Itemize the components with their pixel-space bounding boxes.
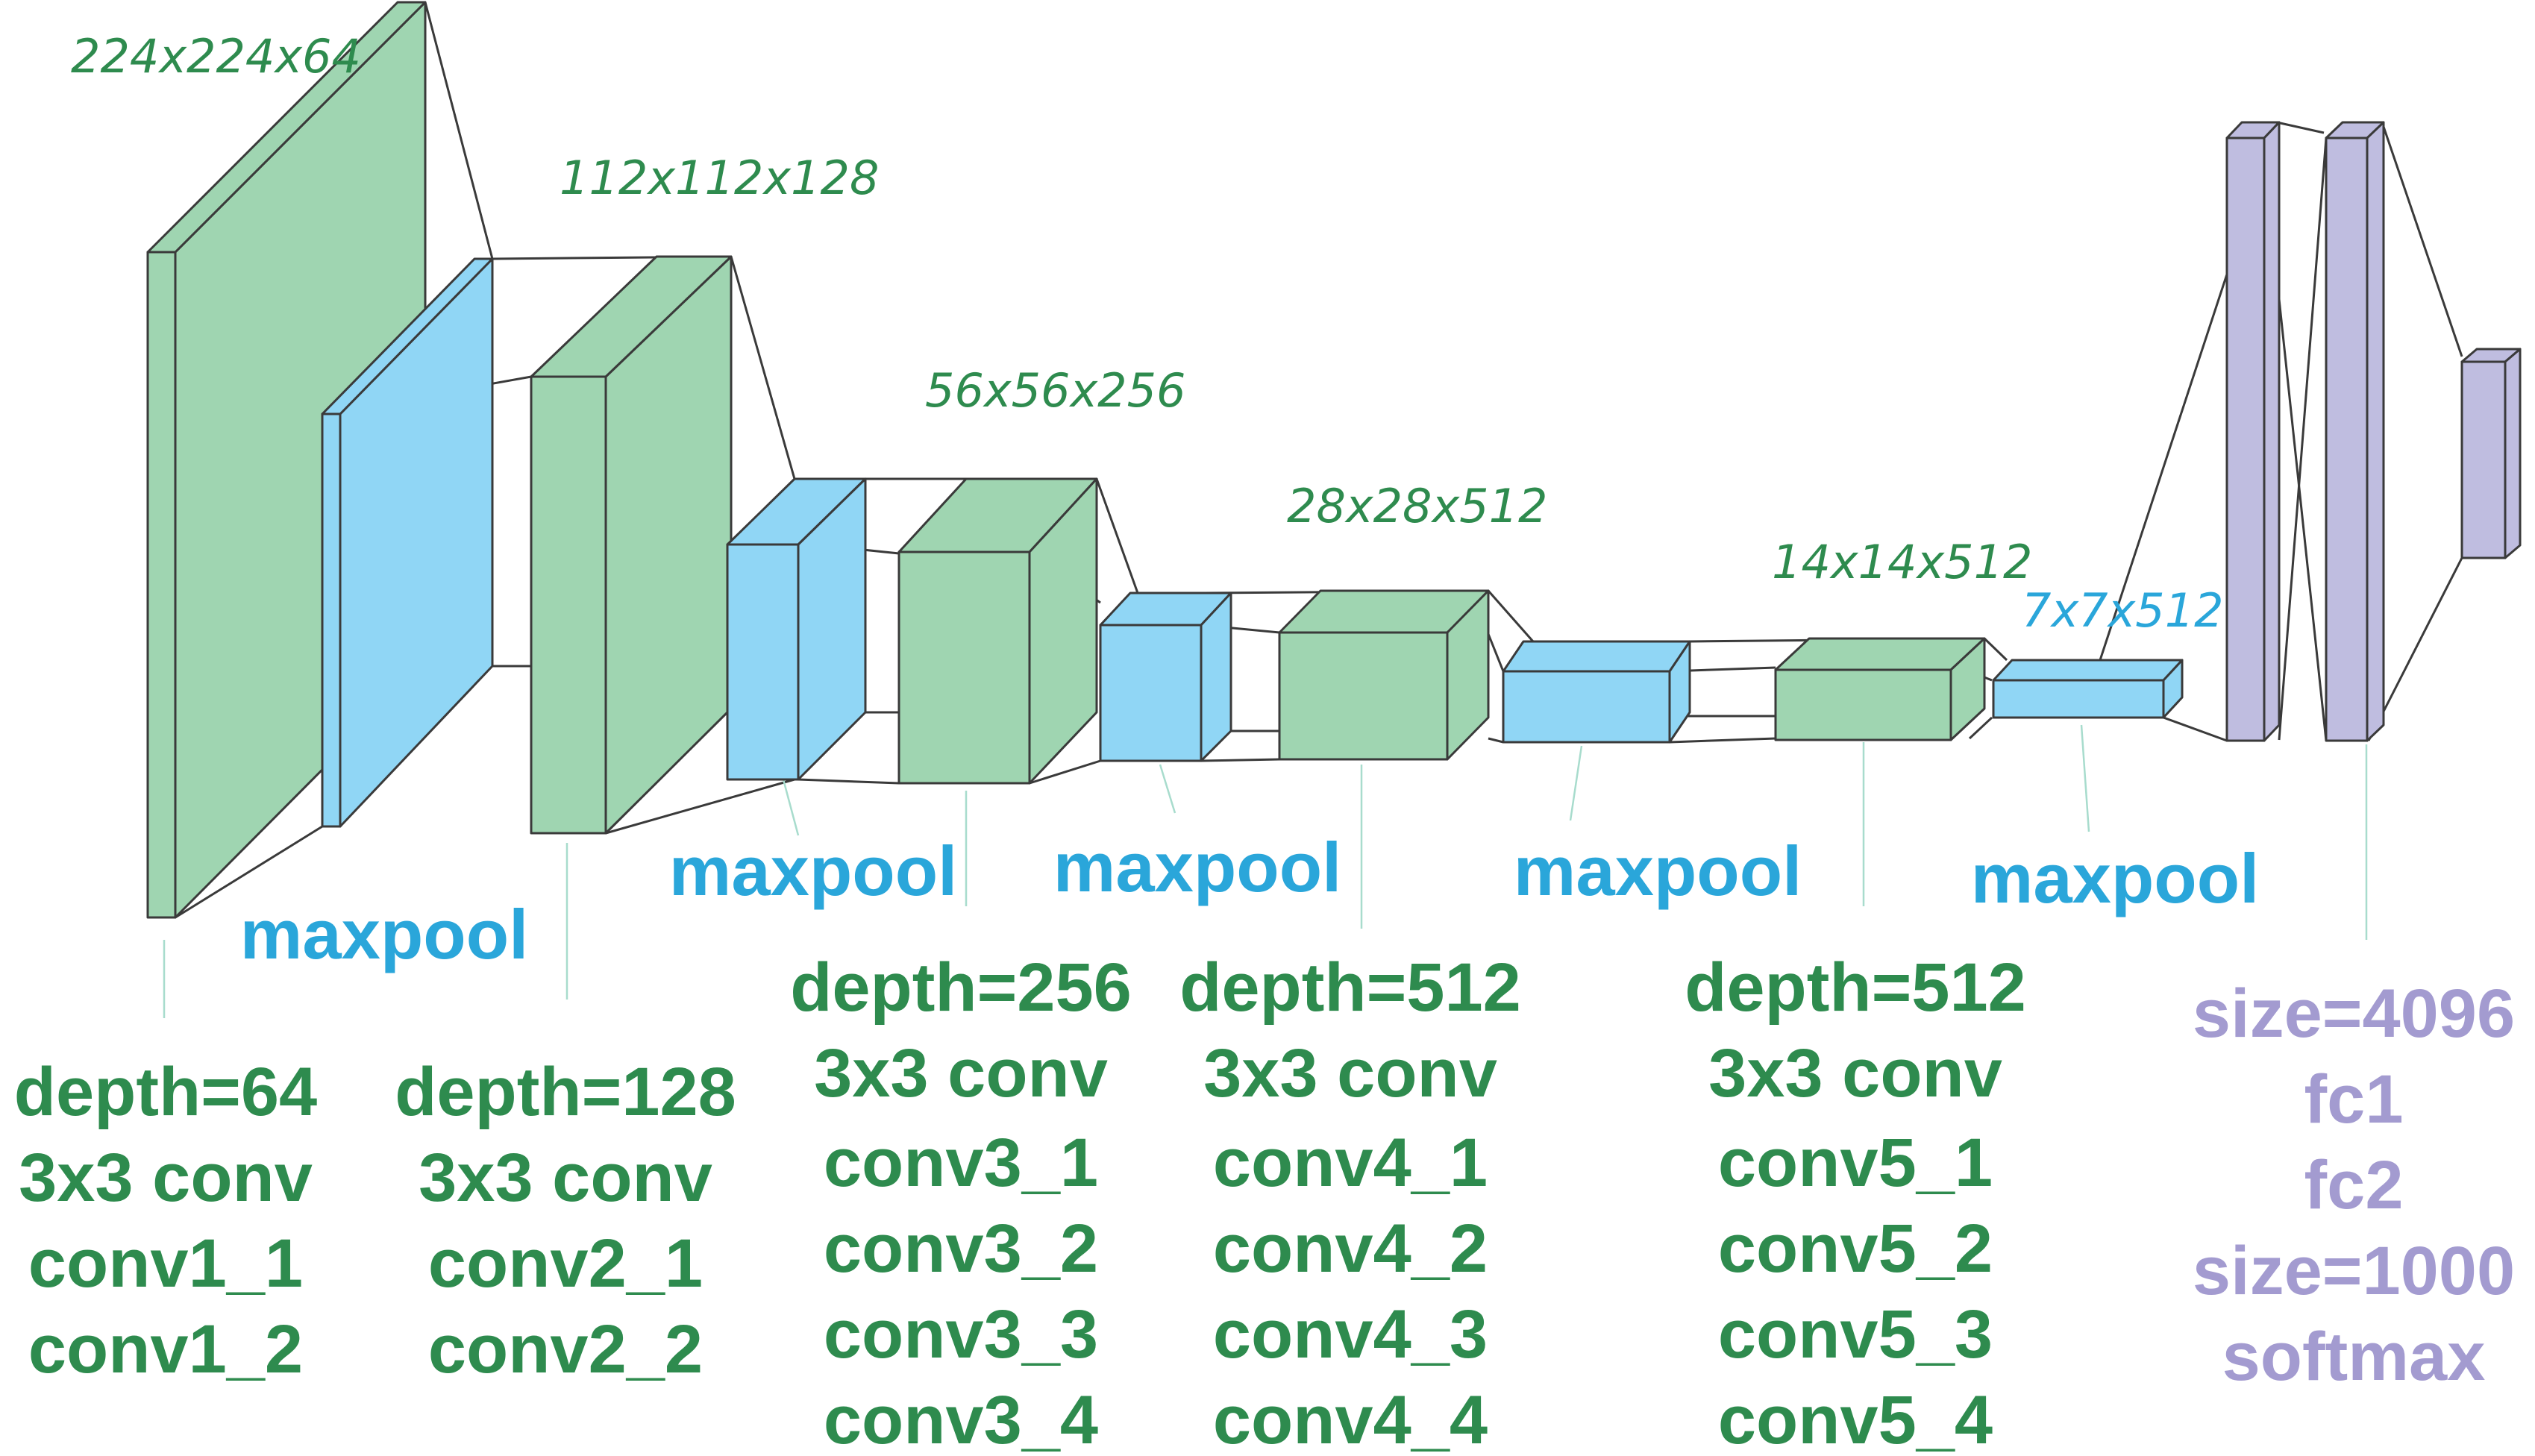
layer-conv5 bbox=[1774, 637, 1986, 741]
fc-line-1: size=4096 bbox=[2193, 976, 2515, 1052]
softmax-front-face bbox=[2460, 360, 2507, 559]
conv5-side-face bbox=[1949, 637, 1986, 741]
maxpool-label-3: maxpool bbox=[1053, 828, 1342, 906]
maxpool-label-4: maxpool bbox=[1514, 832, 1802, 910]
fc-line-2: fc1 bbox=[2304, 1061, 2404, 1138]
layer-pool4 bbox=[1502, 640, 1691, 744]
block4-line-1: depth=512 bbox=[1179, 950, 1521, 1026]
fc1-side-face bbox=[2263, 121, 2281, 742]
dimension-labels: 224x224x64 112x112x128 56x56x256 28x28x5… bbox=[71, 29, 2224, 638]
maxpool-labels: maxpool maxpool maxpool maxpool maxpool bbox=[240, 828, 2260, 973]
pool2-front-face bbox=[726, 543, 800, 781]
layer-conv4 bbox=[1278, 589, 1490, 761]
conv3-side-face bbox=[1028, 477, 1098, 785]
pool1-front-face bbox=[321, 412, 342, 828]
layer-fc2 bbox=[2325, 121, 2385, 742]
block5-line-2: 3x3 conv bbox=[1708, 1035, 2002, 1111]
maxpool-label-1: maxpool bbox=[240, 895, 529, 973]
conv1-front-face bbox=[146, 251, 177, 919]
block4-line-2: 3x3 conv bbox=[1203, 1035, 1497, 1111]
fc2-front-face bbox=[2325, 136, 2369, 742]
fc-description: size=4096 fc1 fc2 size=1000 softmax bbox=[2193, 976, 2515, 1395]
block3-description: depth=256 3x3 conv conv3_1 conv3_2 conv3… bbox=[790, 950, 1132, 1456]
maxpool-label-2: maxpool bbox=[669, 832, 958, 910]
layer-pool3 bbox=[1099, 592, 1232, 762]
conv4-side-face bbox=[1446, 589, 1490, 761]
block5-line-3: conv5_1 bbox=[1718, 1125, 1993, 1201]
conv2-front-face bbox=[530, 375, 607, 835]
block1-line-2: 3x3 conv bbox=[19, 1140, 313, 1216]
dim-label-conv4: 28x28x512 bbox=[1287, 479, 1548, 533]
conv3-front-face bbox=[897, 550, 1031, 785]
block4-line-4: conv4_2 bbox=[1213, 1211, 1488, 1287]
block5-line-6: conv5_4 bbox=[1718, 1382, 1993, 1456]
block1-description: depth=64 3x3 conv conv1_1 conv1_2 bbox=[14, 1054, 317, 1387]
block2-line-1: depth=128 bbox=[395, 1054, 736, 1130]
softmax-side-face bbox=[2504, 348, 2522, 559]
layer-pool5 bbox=[1992, 659, 2184, 719]
block3-line-2: 3x3 conv bbox=[814, 1035, 1108, 1111]
block5-description: depth=512 3x3 conv conv5_1 conv5_2 conv5… bbox=[1685, 950, 2026, 1456]
pool2-side-face bbox=[797, 477, 867, 781]
pool3-side-face bbox=[1200, 592, 1232, 762]
block4-line-3: conv4_1 bbox=[1213, 1125, 1488, 1201]
block4-line-6: conv4_4 bbox=[1213, 1382, 1488, 1456]
pool3-front-face bbox=[1099, 624, 1203, 762]
block2-description: depth=128 3x3 conv conv2_1 conv2_2 bbox=[395, 1054, 736, 1387]
fc2-side-face bbox=[2366, 121, 2385, 742]
block2-line-4: conv2_2 bbox=[428, 1311, 703, 1387]
dim-label-conv5: 14x14x512 bbox=[1772, 535, 2033, 589]
leader-lines bbox=[163, 724, 2368, 1018]
layer-pool1 bbox=[321, 257, 494, 828]
maxpool-label-5: maxpool bbox=[1971, 839, 2260, 917]
pool5-side-face bbox=[2162, 659, 2184, 719]
dim-label-conv2: 112x112x128 bbox=[560, 151, 879, 205]
block5-line-1: depth=512 bbox=[1685, 950, 2026, 1026]
pool5-front-face bbox=[1992, 679, 2165, 719]
dim-label-conv1: 224x224x64 bbox=[71, 29, 361, 84]
block4-line-5: conv4_3 bbox=[1213, 1296, 1488, 1372]
block1-line-3: conv1_1 bbox=[28, 1226, 303, 1302]
dim-label-pool5: 7x7x512 bbox=[2022, 583, 2224, 638]
block1-line-1: depth=64 bbox=[14, 1054, 317, 1130]
block3-line-1: depth=256 bbox=[790, 950, 1132, 1026]
block5-line-5: conv5_3 bbox=[1718, 1296, 1993, 1372]
fc-line-3: fc2 bbox=[2304, 1147, 2404, 1223]
layer-softmax bbox=[2460, 348, 2522, 559]
block3-line-6: conv3_4 bbox=[824, 1382, 1098, 1456]
conv5-top-face bbox=[1774, 637, 1986, 671]
fc-line-4: size=1000 bbox=[2193, 1233, 2515, 1309]
pool4-side-face bbox=[1668, 640, 1691, 744]
block5-line-4: conv5_2 bbox=[1718, 1211, 1993, 1287]
block3-line-4: conv3_2 bbox=[824, 1211, 1098, 1287]
layer-conv2 bbox=[530, 255, 733, 835]
pool5-top-face bbox=[1992, 659, 2184, 682]
connector-lines bbox=[174, 1, 2463, 919]
block2-line-2: 3x3 conv bbox=[419, 1140, 712, 1216]
fc1-front-face bbox=[2225, 136, 2266, 742]
layer-pool2 bbox=[726, 477, 867, 781]
block1-line-4: conv1_2 bbox=[28, 1311, 303, 1387]
layer-fc1 bbox=[2225, 121, 2281, 742]
dim-label-conv3: 56x56x256 bbox=[925, 363, 1186, 418]
pool4-front-face bbox=[1502, 670, 1671, 744]
fc-line-5: softmax bbox=[2222, 1319, 2486, 1395]
layer-conv3 bbox=[897, 477, 1098, 785]
conv5-front-face bbox=[1774, 668, 1952, 741]
block4-description: depth=512 3x3 conv conv4_1 conv4_2 conv4… bbox=[1179, 950, 1521, 1456]
block2-line-3: conv2_1 bbox=[428, 1226, 703, 1302]
block3-line-5: conv3_3 bbox=[824, 1296, 1098, 1372]
block3-line-3: conv3_1 bbox=[824, 1125, 1098, 1201]
pool4-top-face bbox=[1502, 640, 1691, 673]
conv4-front-face bbox=[1278, 631, 1449, 761]
